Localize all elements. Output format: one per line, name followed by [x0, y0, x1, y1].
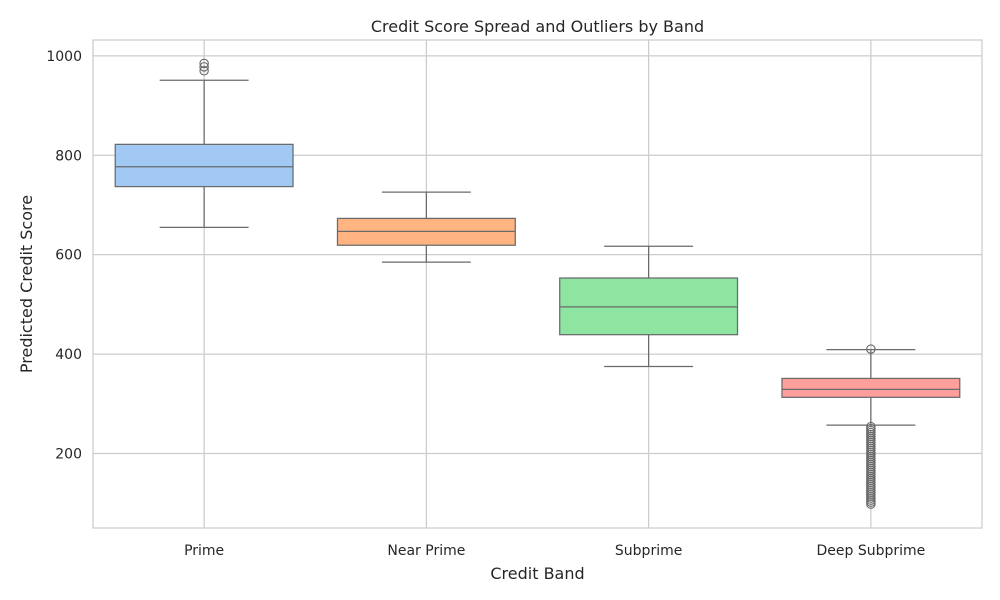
- y-tick-label: 600: [55, 248, 82, 264]
- box-group: [559, 245, 739, 368]
- x-tick-label: Subprime: [615, 543, 682, 559]
- x-axis-label: Credit Band: [490, 564, 584, 583]
- outlier-point: [199, 58, 209, 69]
- x-tick-label: Deep Subprime: [816, 543, 925, 559]
- y-axis-label: Predicted Credit Score: [17, 195, 36, 373]
- box-group: [781, 344, 961, 509]
- box-group: [336, 191, 516, 263]
- y-tick-label: 1000: [46, 49, 82, 65]
- x-tick-label: Near Prime: [387, 543, 465, 559]
- x-tick-label: Prime: [184, 543, 224, 559]
- outlier-point: [199, 62, 209, 72]
- plot-area-frame: [92, 39, 983, 529]
- y-tick-labels: 200 400 600 800 1000: [46, 49, 82, 463]
- chart-title: Credit Score Spread and Outliers by Band: [371, 17, 704, 36]
- outlier-point: [866, 344, 876, 354]
- y-tick-label: 200: [55, 446, 82, 462]
- box-iqr: [114, 143, 294, 188]
- y-tick-label: 800: [55, 148, 82, 164]
- box-series: [114, 58, 961, 509]
- y-tick-label: 400: [55, 347, 82, 363]
- x-tick-labels: Prime Near Prime Subprime Deep Subprime: [184, 543, 925, 559]
- outlier-point: [199, 66, 209, 76]
- box-group: [114, 58, 294, 228]
- box-iqr: [781, 377, 961, 398]
- outlier-point: [866, 499, 876, 509]
